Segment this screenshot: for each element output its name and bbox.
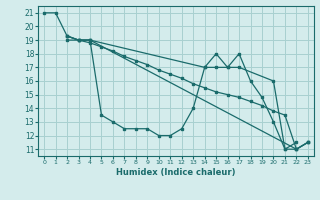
X-axis label: Humidex (Indice chaleur): Humidex (Indice chaleur) xyxy=(116,168,236,177)
